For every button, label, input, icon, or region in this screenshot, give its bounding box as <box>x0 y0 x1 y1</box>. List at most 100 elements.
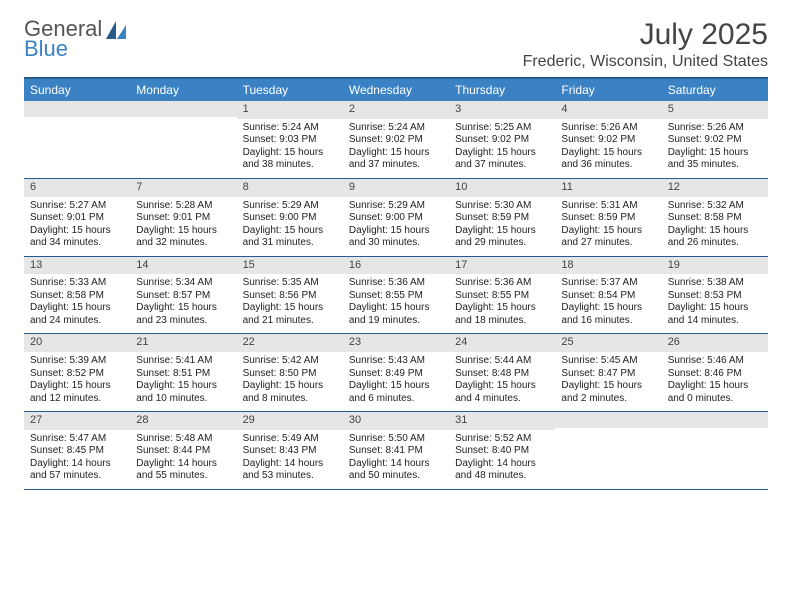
day-number: 23 <box>343 334 449 352</box>
day-number: 17 <box>449 257 555 275</box>
day-number: 25 <box>555 334 661 352</box>
day-number: 24 <box>449 334 555 352</box>
sunrise: Sunrise: 5:39 AM <box>30 355 124 368</box>
daylight: Daylight: 15 hours and 36 minutes. <box>561 147 655 172</box>
sunrise: Sunrise: 5:26 AM <box>561 122 655 135</box>
sunset: Sunset: 8:58 PM <box>668 212 762 225</box>
day-content: Sunrise: 5:32 AMSunset: 8:58 PMDaylight:… <box>662 197 768 256</box>
day-number: 4 <box>555 101 661 119</box>
day-header: Tuesday <box>237 79 343 101</box>
week-row: 20Sunrise: 5:39 AMSunset: 8:52 PMDayligh… <box>24 334 768 412</box>
day-number: 2 <box>343 101 449 119</box>
sunrise: Sunrise: 5:31 AM <box>561 200 655 213</box>
logo-text: General Blue <box>24 18 102 60</box>
day-content: Sunrise: 5:24 AMSunset: 9:03 PMDaylight:… <box>237 119 343 178</box>
sunset: Sunset: 8:47 PM <box>561 368 655 381</box>
daylight: Daylight: 15 hours and 30 minutes. <box>349 225 443 250</box>
location: Frederic, Wisconsin, United States <box>523 53 768 71</box>
day-content: Sunrise: 5:34 AMSunset: 8:57 PMDaylight:… <box>130 274 236 333</box>
day-content: Sunrise: 5:37 AMSunset: 8:54 PMDaylight:… <box>555 274 661 333</box>
day-cell: 1Sunrise: 5:24 AMSunset: 9:03 PMDaylight… <box>237 101 343 178</box>
sunrise: Sunrise: 5:52 AM <box>455 433 549 446</box>
day-header: Monday <box>130 79 236 101</box>
daylight: Daylight: 14 hours and 50 minutes. <box>349 458 443 483</box>
day-number: 11 <box>555 179 661 197</box>
day-content <box>662 428 768 480</box>
daylight: Daylight: 15 hours and 24 minutes. <box>30 302 124 327</box>
daylight: Daylight: 15 hours and 29 minutes. <box>455 225 549 250</box>
sunrise: Sunrise: 5:50 AM <box>349 433 443 446</box>
sunrise: Sunrise: 5:37 AM <box>561 277 655 290</box>
day-number <box>24 101 130 117</box>
daylight: Daylight: 15 hours and 21 minutes. <box>243 302 337 327</box>
sunset: Sunset: 8:41 PM <box>349 445 443 458</box>
day-cell: 3Sunrise: 5:25 AMSunset: 9:02 PMDaylight… <box>449 101 555 178</box>
day-number: 28 <box>130 412 236 430</box>
week-row: 27Sunrise: 5:47 AMSunset: 8:45 PMDayligh… <box>24 412 768 490</box>
logo-word2: Blue <box>24 38 102 60</box>
daylight: Daylight: 14 hours and 48 minutes. <box>455 458 549 483</box>
sunrise: Sunrise: 5:42 AM <box>243 355 337 368</box>
day-cell: 26Sunrise: 5:46 AMSunset: 8:46 PMDayligh… <box>662 334 768 411</box>
day-content: Sunrise: 5:49 AMSunset: 8:43 PMDaylight:… <box>237 430 343 489</box>
day-number: 12 <box>662 179 768 197</box>
day-cell: 28Sunrise: 5:48 AMSunset: 8:44 PMDayligh… <box>130 412 236 489</box>
day-cell: 18Sunrise: 5:37 AMSunset: 8:54 PMDayligh… <box>555 257 661 334</box>
day-content <box>24 117 130 169</box>
daylight: Daylight: 15 hours and 32 minutes. <box>136 225 230 250</box>
day-number: 27 <box>24 412 130 430</box>
logo-sail-icon <box>106 21 126 44</box>
day-cell: 11Sunrise: 5:31 AMSunset: 8:59 PMDayligh… <box>555 179 661 256</box>
day-content: Sunrise: 5:36 AMSunset: 8:55 PMDaylight:… <box>343 274 449 333</box>
day-content: Sunrise: 5:25 AMSunset: 9:02 PMDaylight:… <box>449 119 555 178</box>
sunset: Sunset: 8:59 PM <box>455 212 549 225</box>
sunset: Sunset: 8:51 PM <box>136 368 230 381</box>
day-number: 20 <box>24 334 130 352</box>
day-header: Saturday <box>662 79 768 101</box>
daylight: Daylight: 15 hours and 37 minutes. <box>455 147 549 172</box>
daylight: Daylight: 14 hours and 55 minutes. <box>136 458 230 483</box>
day-content: Sunrise: 5:35 AMSunset: 8:56 PMDaylight:… <box>237 274 343 333</box>
day-content: Sunrise: 5:41 AMSunset: 8:51 PMDaylight:… <box>130 352 236 411</box>
day-number: 6 <box>24 179 130 197</box>
sunrise: Sunrise: 5:29 AM <box>243 200 337 213</box>
day-content: Sunrise: 5:45 AMSunset: 8:47 PMDaylight:… <box>555 352 661 411</box>
daylight: Daylight: 15 hours and 27 minutes. <box>561 225 655 250</box>
sunset: Sunset: 8:45 PM <box>30 445 124 458</box>
day-cell: 15Sunrise: 5:35 AMSunset: 8:56 PMDayligh… <box>237 257 343 334</box>
day-content: Sunrise: 5:52 AMSunset: 8:40 PMDaylight:… <box>449 430 555 489</box>
day-number: 29 <box>237 412 343 430</box>
day-cell: 12Sunrise: 5:32 AMSunset: 8:58 PMDayligh… <box>662 179 768 256</box>
sunset: Sunset: 8:43 PM <box>243 445 337 458</box>
day-cell: 27Sunrise: 5:47 AMSunset: 8:45 PMDayligh… <box>24 412 130 489</box>
sunrise: Sunrise: 5:43 AM <box>349 355 443 368</box>
title-block: July 2025 Frederic, Wisconsin, United St… <box>523 18 768 71</box>
daylight: Daylight: 15 hours and 23 minutes. <box>136 302 230 327</box>
sunrise: Sunrise: 5:30 AM <box>455 200 549 213</box>
day-header: Thursday <box>449 79 555 101</box>
day-number: 22 <box>237 334 343 352</box>
day-cell <box>662 412 768 489</box>
day-content: Sunrise: 5:31 AMSunset: 8:59 PMDaylight:… <box>555 197 661 256</box>
day-content: Sunrise: 5:44 AMSunset: 8:48 PMDaylight:… <box>449 352 555 411</box>
day-number: 15 <box>237 257 343 275</box>
daylight: Daylight: 15 hours and 18 minutes. <box>455 302 549 327</box>
day-number: 10 <box>449 179 555 197</box>
day-number <box>130 101 236 117</box>
day-number: 16 <box>343 257 449 275</box>
sunrise: Sunrise: 5:36 AM <box>349 277 443 290</box>
sunset: Sunset: 9:01 PM <box>30 212 124 225</box>
sunset: Sunset: 8:40 PM <box>455 445 549 458</box>
day-content: Sunrise: 5:38 AMSunset: 8:53 PMDaylight:… <box>662 274 768 333</box>
daylight: Daylight: 14 hours and 57 minutes. <box>30 458 124 483</box>
day-number: 31 <box>449 412 555 430</box>
day-cell: 16Sunrise: 5:36 AMSunset: 8:55 PMDayligh… <box>343 257 449 334</box>
day-number: 8 <box>237 179 343 197</box>
sunset: Sunset: 9:02 PM <box>561 134 655 147</box>
day-cell: 7Sunrise: 5:28 AMSunset: 9:01 PMDaylight… <box>130 179 236 256</box>
day-number: 5 <box>662 101 768 119</box>
day-number: 18 <box>555 257 661 275</box>
sunset: Sunset: 9:02 PM <box>349 134 443 147</box>
day-number: 21 <box>130 334 236 352</box>
day-number: 7 <box>130 179 236 197</box>
